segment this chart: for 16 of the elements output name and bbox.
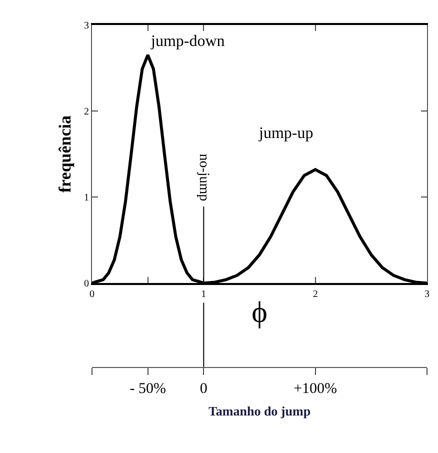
y-tick-label: 2	[84, 106, 89, 118]
x2-tick-label: +100%	[294, 380, 338, 397]
x-tick-label: 3	[424, 289, 430, 300]
y-tick-label: 0	[84, 278, 89, 290]
y-tick-label: 1	[84, 192, 89, 204]
x-axis-title: ϕ	[252, 296, 268, 330]
x-tick-label: 2	[312, 289, 318, 300]
y-tick-label: 3	[84, 20, 89, 32]
x2-tick-label: 0	[200, 380, 208, 397]
annotation: jump-up	[258, 125, 314, 142]
y-axis-title: frequência	[56, 114, 75, 193]
ref-line-label: no-jump	[196, 154, 212, 202]
annotation: jump-down	[150, 33, 225, 50]
x-tick-label: 1	[201, 289, 206, 300]
x2-axis-title: Tamanho do jump	[208, 404, 311, 419]
x2-tick-label: - 50%	[130, 380, 166, 397]
